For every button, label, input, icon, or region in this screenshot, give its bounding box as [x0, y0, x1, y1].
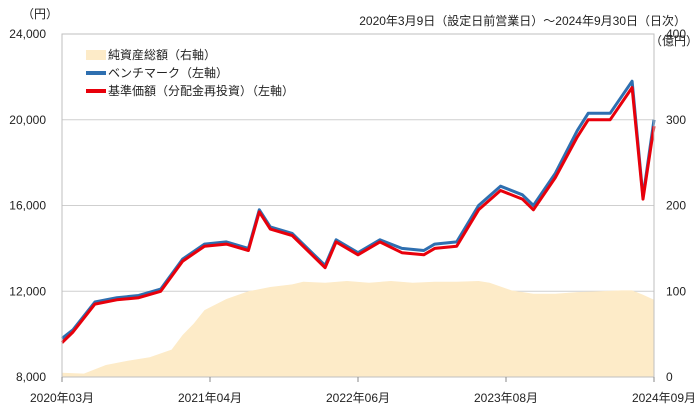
date-range-header: 2020年3月9日（設定日前営業日）～2024年9月30日（日次） — [359, 13, 686, 28]
left-tick-label: 8,000 — [16, 370, 46, 384]
x-tick-label: 2022年06月 — [326, 391, 390, 405]
legend-swatch — [86, 50, 106, 60]
left-tick-label: 16,000 — [9, 199, 46, 213]
x-tick-label: 2020年03月 — [30, 391, 94, 405]
left-tick-label: 12,000 — [9, 284, 46, 298]
right-tick-label: 400 — [666, 27, 686, 41]
x-axis: 2020年03月 2021年04月 2022年06月 2023年08月 2024年09月 — [30, 377, 696, 405]
left-tick-label: 24,000 — [9, 27, 46, 41]
right-axis-unit: （億円） — [650, 34, 698, 48]
right-tick-label: 100 — [666, 284, 686, 298]
legend-label: ベンチマーク（左軸） — [108, 65, 228, 80]
right-tick-label: 300 — [666, 113, 686, 127]
left-tick-label: 20,000 — [9, 113, 46, 127]
left-axis-unit: （円） — [22, 7, 58, 21]
legend-label: 基準価額（分配金再投資）（左軸） — [108, 83, 294, 98]
area-layer — [62, 281, 654, 377]
right-tick-label: 0 — [666, 370, 673, 384]
series-line-nav — [60, 86, 656, 344]
x-tick-label: 2021年04月 — [178, 391, 242, 405]
legend: 純資産総額（右軸） ベンチマーク（左軸） 基準価額（分配金再投資）（左軸） — [86, 47, 294, 98]
right-tick-label: 200 — [666, 199, 686, 213]
right-axis: 0 100 200 300 400 — [666, 27, 686, 384]
x-tick-label: 2023年08月 — [474, 391, 538, 405]
series-area-net-assets — [62, 281, 654, 377]
x-tick-label: 2024年09月 — [632, 391, 696, 405]
legend-label: 純資産総額（右軸） — [108, 47, 216, 62]
left-axis: 8,000 12,000 16,000 20,000 24,000 — [9, 27, 46, 384]
line-layer — [60, 79, 656, 344]
